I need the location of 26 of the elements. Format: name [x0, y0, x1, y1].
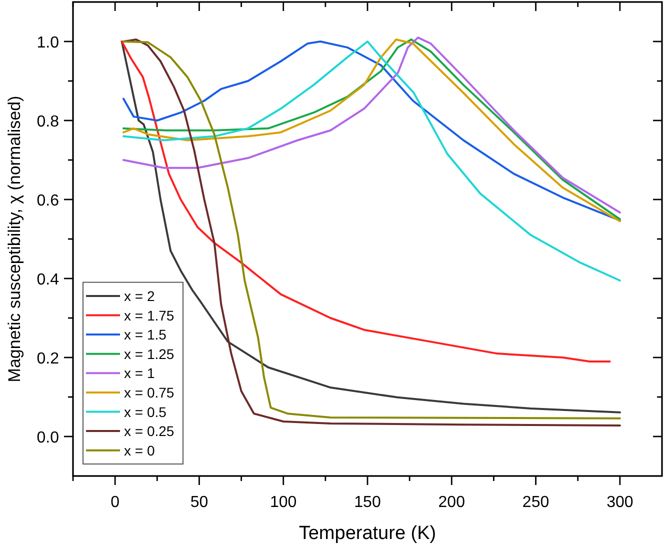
y-tick-label: 0.2 — [36, 350, 60, 368]
x-tick-label: 300 — [606, 494, 634, 511]
legend-label: x = 1 — [124, 365, 155, 382]
x-tick-label: 150 — [354, 494, 381, 511]
legend-label: x = 1.25 — [124, 346, 174, 362]
x-tick-label: 200 — [438, 494, 466, 511]
y-tick-label: 0.6 — [36, 192, 60, 210]
legend-label: x = 1.75 — [124, 307, 174, 324]
x-tick-label: 0 — [110, 494, 120, 511]
x-axis-title: Temperature (K) — [298, 523, 436, 544]
legend-label: x = 2 — [124, 288, 155, 304]
legend-label: x = 1.5 — [124, 326, 167, 343]
x-tick-label: 250 — [522, 494, 550, 511]
line-series — [122, 40, 621, 282]
y-tick-label: 0.0 — [36, 430, 60, 446]
legend-label: x = 0.5 — [124, 404, 167, 420]
line-series — [120, 40, 611, 362]
legend-label: x = 0.75 — [124, 384, 174, 400]
y-tick-label: 1.0 — [36, 34, 60, 52]
x-tick-label: 50 — [190, 494, 208, 511]
x-tick-label: 100 — [270, 494, 297, 511]
y-tick-label: 0.8 — [36, 114, 60, 130]
legend-label: x = 0 — [124, 442, 155, 458]
y-axis-title: Magnetic susceptibility, χ (normalised) — [5, 96, 24, 382]
legend-label: x = 0.25 — [124, 423, 174, 440]
y-tick-label: 0.4 — [36, 272, 60, 288]
